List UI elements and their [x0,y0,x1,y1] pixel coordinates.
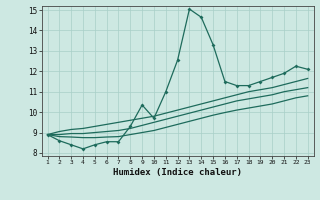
X-axis label: Humidex (Indice chaleur): Humidex (Indice chaleur) [113,168,242,177]
